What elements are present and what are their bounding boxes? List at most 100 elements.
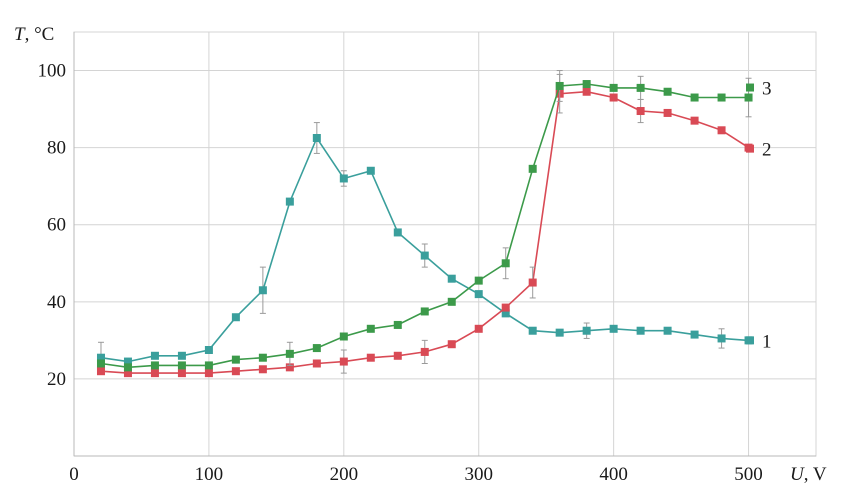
legend-marker: [746, 83, 754, 92]
data-point: [609, 324, 618, 333]
data-point: [231, 313, 240, 322]
data-point: [690, 93, 699, 102]
data-point: [366, 324, 375, 333]
data-point: [312, 344, 321, 353]
data-point: [609, 83, 618, 92]
x-tick-label: 300: [464, 464, 493, 485]
data-point: [204, 369, 213, 378]
data-point: [717, 126, 726, 135]
y-tick-label: 80: [47, 138, 66, 159]
data-point: [96, 367, 105, 376]
data-point: [285, 363, 294, 372]
data-point: [474, 290, 483, 299]
data-point: [96, 353, 105, 362]
data-point: [258, 286, 267, 295]
plot-frame: [73, 31, 817, 457]
data-point: [366, 353, 375, 362]
data-point: [258, 365, 267, 374]
series-2: [96, 73, 753, 378]
data-point: [663, 87, 672, 96]
grid: [73, 31, 817, 457]
data-point: [609, 93, 618, 102]
data-point: [366, 166, 375, 175]
data-point: [150, 351, 159, 360]
x-tick-label: 100: [195, 464, 224, 485]
legend-marker: [746, 336, 754, 345]
data-point: [177, 361, 186, 370]
data-point: [555, 328, 564, 337]
data-point: [231, 355, 240, 364]
x-tick-label: 200: [330, 464, 359, 485]
data-point: [393, 351, 402, 360]
data-point: [258, 353, 267, 362]
data-point: [393, 320, 402, 329]
y-tick-label: 20: [47, 369, 66, 390]
data-point: [96, 359, 105, 368]
data-point: [528, 278, 537, 287]
data-point: [150, 369, 159, 378]
legend-label: 1: [762, 331, 772, 352]
data-point: [447, 297, 456, 306]
y-tick-label: 60: [47, 215, 66, 236]
y-axis-title: T, °C: [14, 24, 54, 45]
x-axis-var: U: [790, 464, 805, 485]
data-point: [717, 93, 726, 102]
data-point: [420, 347, 429, 356]
data-point: [690, 116, 699, 125]
data-point: [528, 326, 537, 335]
data-point: [123, 363, 132, 372]
series-1: [96, 122, 753, 374]
data-point: [636, 326, 645, 335]
data-point: [636, 107, 645, 116]
data-point: [717, 334, 726, 343]
data-point: [636, 83, 645, 92]
data-point: [339, 332, 348, 341]
data-point: [528, 164, 537, 173]
data-point: [744, 93, 753, 102]
legend-marker: [746, 144, 754, 153]
data-point: [474, 324, 483, 333]
data-point: [204, 346, 213, 354]
data-point: [420, 307, 429, 316]
data-point: [177, 351, 186, 360]
data-point: [501, 303, 510, 312]
data-point: [582, 326, 591, 335]
data-point: [339, 357, 348, 366]
x-axis-unit: , V: [804, 464, 827, 485]
y-axis-var: T: [14, 24, 26, 45]
data-point: [690, 330, 699, 339]
data-point: [582, 80, 591, 89]
data-point: [393, 228, 402, 237]
data-point: [177, 369, 186, 378]
data-point: [663, 326, 672, 335]
data-point: [420, 251, 429, 260]
axes: 0 100 200 300 400 500 20 40 60 80 100: [38, 32, 816, 485]
data-point: [204, 361, 213, 370]
legend: 3 2 1: [746, 79, 772, 352]
data-point: [582, 87, 591, 96]
x-tick-label: 400: [599, 464, 628, 485]
data-point: [339, 174, 348, 183]
x-tick-label: 0: [69, 464, 79, 485]
data-point: [312, 359, 321, 368]
y-tick-label: 100: [38, 61, 67, 82]
data-point: [447, 340, 456, 349]
legend-label: 2: [762, 140, 772, 161]
data-point: [447, 274, 456, 283]
data-point: [123, 357, 132, 366]
data-point: [501, 309, 510, 318]
data-point: [663, 108, 672, 117]
data-point: [312, 134, 321, 142]
data-point: [150, 361, 159, 370]
data-point: [474, 276, 483, 285]
x-axis-title: U, V: [790, 464, 827, 485]
data-point: [285, 349, 294, 358]
series-layer: [96, 70, 753, 378]
data-point: [555, 81, 564, 90]
x-tick-label: 500: [734, 464, 763, 485]
data-point: [231, 367, 240, 376]
legend-label: 3: [762, 79, 772, 100]
y-tick-label: 40: [47, 292, 66, 313]
data-point: [501, 259, 510, 268]
y-axis-unit: , °C: [25, 24, 55, 45]
